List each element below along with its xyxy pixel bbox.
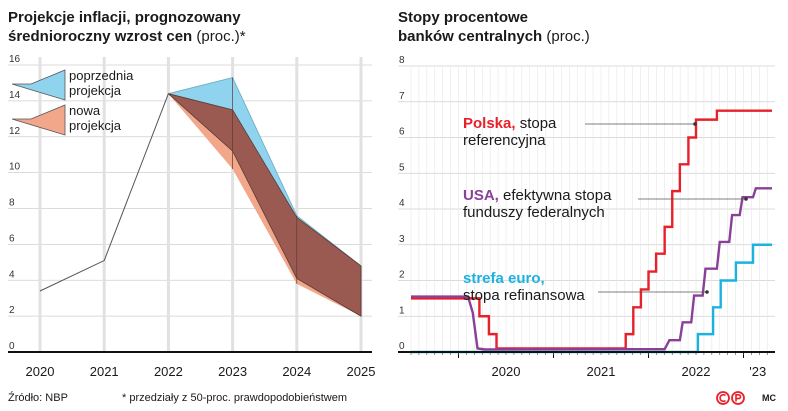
right-y-tick-5: 5 [399,162,405,173]
series-label-0-rest: stopa [516,115,558,132]
series-label-0-line1: Polska, stopa [463,115,557,132]
right-y-tick-6: 6 [399,127,405,138]
left-y-tick-6: 6 [9,233,15,244]
left-y-tick-10: 10 [9,162,21,173]
right-title-line2: banków centralnych [398,28,543,45]
legend-label-1-line2: projekcja [69,118,122,133]
rate-line-strefa-euro [411,243,772,354]
legend-label-0-line1: poprzednia [69,68,134,83]
publisher-logo-icon [716,391,745,405]
right-y-tick-2: 2 [399,270,405,281]
series-label-2-line2: stopa refinansowa [463,287,585,304]
legend-label-1-line1: nowa [69,103,101,118]
right-y-tick-8: 8 [399,55,405,66]
right-x-tick-'23: '23 [749,364,766,379]
left-y-tick-8: 8 [9,198,15,209]
series-label-0-line2: referencyjna [463,132,546,149]
right-y-tick-4: 4 [399,198,405,209]
left-title-line2: średnioroczny wzrost cen [8,28,193,45]
left-x-tick-2020: 2020 [26,364,55,379]
source-note: Źródło: NBP [8,392,68,404]
leader-dot-1 [744,197,748,201]
left-title-line1: Projekcje inflacji, prognozowany [8,9,241,26]
series-label-1-name: USA, [463,187,499,204]
left-y-tick-0: 0 [9,341,15,352]
series-label-1-line2: funduszy federalnych [463,204,605,221]
left-y-tick-14: 14 [9,90,21,101]
leader-dot-2 [705,290,709,294]
rate-line-polska [411,109,772,350]
left-x-tick-2022: 2022 [154,364,183,379]
right-y-tick-7: 7 [399,91,405,102]
right-chart-title: Stopy procentowe banków centralnych (pro… [398,8,778,46]
left-x-tick-2025: 2025 [347,364,376,379]
series-label-2-name: strefa euro, [463,270,545,287]
left-chart-title: Projekcje inflacji, prognozowany średnio… [8,8,388,46]
left-x-tick-2023: 2023 [218,364,247,379]
left-x-tick-2024: 2024 [282,364,311,379]
legend-swatch-nowa [11,104,66,136]
legend-label-0-line2: projekcja [69,83,122,98]
right-x-tick-2020: 2020 [492,364,521,379]
series-label-2-line1: strefa euro, [463,270,545,287]
right-title-unit: (proc.) [546,28,590,45]
right-y-tick-3: 3 [399,234,405,245]
left-title-unit: (proc.)* [196,28,246,45]
right-x-tick-2021: 2021 [587,364,616,379]
footnote: * przedziały z 50-proc. prawdopodobieńst… [122,392,348,404]
credit: MC [762,393,776,403]
rate-line-usa [411,187,772,351]
left-y-tick-2: 2 [9,305,15,316]
left-x-tick-2021: 2021 [90,364,119,379]
left-y-tick-12: 12 [9,126,21,137]
right-y-tick-1: 1 [399,305,405,316]
series-label-1-line1: USA, efektywna stopa [463,187,612,204]
leader-dot-0 [693,122,697,126]
series-label-1-rest: efektywna stopa [499,187,612,204]
left-y-tick-4: 4 [9,269,15,280]
right-x-tick-2022: 2022 [682,364,711,379]
series-label-0-name: Polska, [463,115,516,132]
right-title-line1: Stopy procentowe [398,9,529,26]
left-y-tick-16: 16 [9,54,21,65]
legend-swatch-poprzednia [11,69,66,101]
right-y-tick-0: 0 [399,341,405,352]
